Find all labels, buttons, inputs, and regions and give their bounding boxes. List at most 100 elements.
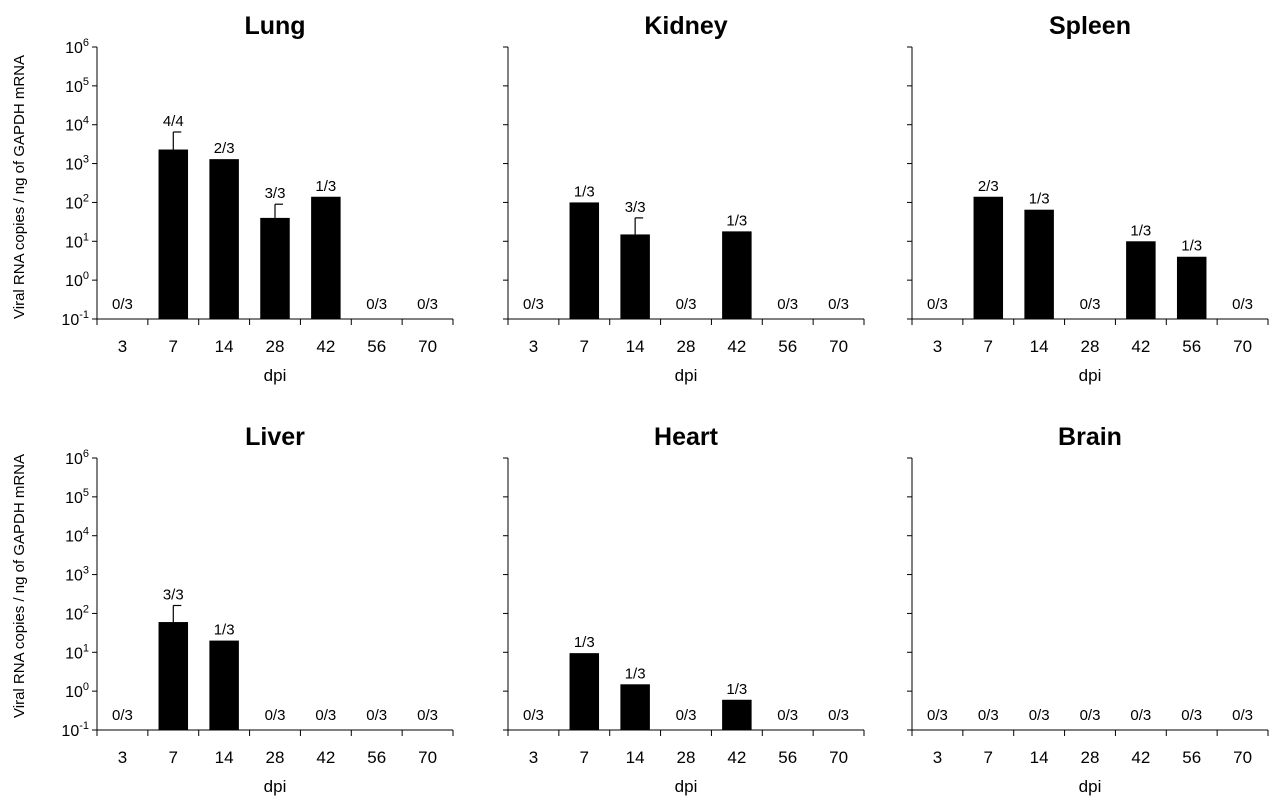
ratio-label: 0/3 bbox=[112, 707, 133, 724]
y-tick-label: 101 bbox=[65, 231, 89, 251]
x-tick-label: 70 bbox=[418, 748, 437, 767]
ratio-label: 0/3 bbox=[1130, 707, 1151, 724]
ratio-label: 3/3 bbox=[163, 586, 184, 603]
x-tick-label: 7 bbox=[169, 748, 178, 767]
x-tick-label: 42 bbox=[727, 337, 746, 356]
y-tick-label: 104 bbox=[65, 526, 89, 546]
ratio-label: 1/3 bbox=[726, 681, 747, 698]
ratio-label: 0/3 bbox=[417, 707, 438, 724]
x-tick-label: 56 bbox=[367, 337, 386, 356]
y-tick-label: 103 bbox=[65, 565, 89, 585]
ratio-label: 0/3 bbox=[1232, 707, 1253, 724]
panel-title: Spleen bbox=[1049, 12, 1131, 40]
ratio-label: 4/4 bbox=[163, 113, 184, 130]
x-tick-label: 42 bbox=[727, 748, 746, 767]
x-tick-label: 28 bbox=[1081, 337, 1100, 356]
ratio-label: 2/3 bbox=[978, 178, 999, 195]
y-tick-label: 105 bbox=[65, 76, 89, 96]
x-tick-label: 28 bbox=[677, 337, 696, 356]
y-tick-label: 104 bbox=[65, 115, 89, 135]
panel-title: Lung bbox=[244, 12, 305, 40]
x-tick-label: 70 bbox=[1233, 748, 1252, 767]
ratio-label: 3/3 bbox=[625, 199, 646, 216]
x-tick-label: 7 bbox=[580, 748, 589, 767]
chart-panel-heart: Heart 3 0/3 7 1/3 14 1/3 28 0/3 42 1/3 56 0/3 70 0/3 dp… bbox=[503, 423, 865, 796]
y-tick-label: 100 bbox=[65, 270, 89, 290]
y-tick-label: 100 bbox=[65, 681, 89, 701]
ratio-label: 0/3 bbox=[828, 296, 849, 313]
x-tick-label: 28 bbox=[266, 748, 285, 767]
ratio-label: 0/3 bbox=[927, 296, 948, 313]
y-tick-label: 102 bbox=[65, 192, 89, 212]
x-tick-label: 56 bbox=[778, 337, 797, 356]
ratio-label: 0/3 bbox=[366, 707, 387, 724]
bar bbox=[569, 653, 600, 730]
y-tick-label: 10-1 bbox=[61, 309, 89, 329]
ratio-label: 0/3 bbox=[1080, 296, 1101, 313]
x-tick-label: 42 bbox=[1131, 337, 1150, 356]
x-tick-label: 70 bbox=[418, 337, 437, 356]
ratio-label: 0/3 bbox=[523, 707, 544, 724]
x-tick-label: 70 bbox=[1233, 337, 1252, 356]
x-tick-label: 3 bbox=[118, 337, 127, 356]
bar bbox=[620, 684, 650, 730]
bar bbox=[722, 231, 752, 319]
bar bbox=[209, 159, 239, 319]
y-tick-label: 105 bbox=[65, 487, 89, 507]
x-tick-label: 14 bbox=[626, 337, 645, 356]
x-tick-label: 14 bbox=[1030, 748, 1049, 767]
x-tick-label: 7 bbox=[580, 337, 589, 356]
bar bbox=[209, 640, 239, 730]
chart-panel-liver: Liver 10-1 100 101 102 103 104 105 106 3 0/3 7 3/3 14… bbox=[61, 423, 454, 796]
x-tick-label: 14 bbox=[626, 748, 645, 767]
ratio-label: 0/3 bbox=[112, 296, 133, 313]
x-axis-label: dpi bbox=[1079, 777, 1102, 796]
x-axis-label: dpi bbox=[264, 366, 287, 385]
ratio-label: 0/3 bbox=[315, 707, 336, 724]
x-tick-label: 3 bbox=[529, 748, 538, 767]
x-tick-label: 7 bbox=[984, 748, 993, 767]
x-tick-label: 56 bbox=[778, 748, 797, 767]
ratio-label: 0/3 bbox=[828, 707, 849, 724]
x-tick-label: 14 bbox=[215, 337, 234, 356]
x-tick-label: 14 bbox=[215, 748, 234, 767]
bar bbox=[260, 217, 290, 319]
y-axis-label-row2: Viral RNA copies / ng of GAPDH mRNA bbox=[11, 454, 28, 718]
bar bbox=[620, 234, 650, 319]
ratio-label: 0/3 bbox=[417, 296, 438, 313]
y-tick-label: 106 bbox=[65, 448, 89, 468]
ratio-label: 0/3 bbox=[1029, 707, 1050, 724]
ratio-label: 2/3 bbox=[214, 140, 235, 157]
ratio-label: 3/3 bbox=[265, 185, 286, 202]
chart-panel-spleen: Spleen 3 0/3 7 2/3 14 1/3 28 0/3 42 1/3 56 1/3 70 0/3 d… bbox=[907, 12, 1269, 385]
ratio-label: 0/3 bbox=[1232, 296, 1253, 313]
ratio-label: 1/3 bbox=[214, 622, 235, 639]
bar bbox=[973, 196, 1004, 319]
x-axis-label: dpi bbox=[675, 777, 698, 796]
x-tick-label: 56 bbox=[367, 748, 386, 767]
panel-title: Brain bbox=[1058, 423, 1122, 451]
panel-title: Liver bbox=[245, 423, 305, 451]
ratio-label: 0/3 bbox=[265, 707, 286, 724]
x-tick-label: 42 bbox=[1131, 748, 1150, 767]
x-axis-label: dpi bbox=[675, 366, 698, 385]
bar bbox=[569, 202, 600, 319]
ratio-label: 1/3 bbox=[1130, 222, 1151, 239]
x-tick-label: 28 bbox=[677, 748, 696, 767]
x-tick-label: 42 bbox=[316, 337, 335, 356]
x-tick-label: 3 bbox=[933, 337, 942, 356]
ratio-label: 0/3 bbox=[366, 296, 387, 313]
y-tick-label: 106 bbox=[65, 37, 89, 57]
x-tick-label: 28 bbox=[1081, 748, 1100, 767]
x-tick-label: 70 bbox=[829, 337, 848, 356]
panel-title: Kidney bbox=[644, 12, 727, 40]
ratio-label: 0/3 bbox=[1181, 707, 1202, 724]
ratio-label: 0/3 bbox=[1080, 707, 1101, 724]
bar bbox=[1024, 209, 1054, 319]
x-tick-label: 3 bbox=[529, 337, 538, 356]
y-axis-label-row1: Viral RNA copies / ng of GAPDH mRNA bbox=[11, 55, 28, 319]
ratio-label: 1/3 bbox=[315, 178, 336, 195]
ratio-label: 1/3 bbox=[726, 212, 747, 229]
ratio-label: 0/3 bbox=[523, 296, 544, 313]
